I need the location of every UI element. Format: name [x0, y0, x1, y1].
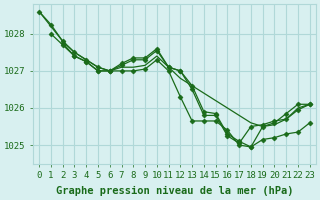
X-axis label: Graphe pression niveau de la mer (hPa): Graphe pression niveau de la mer (hPa): [56, 186, 293, 196]
